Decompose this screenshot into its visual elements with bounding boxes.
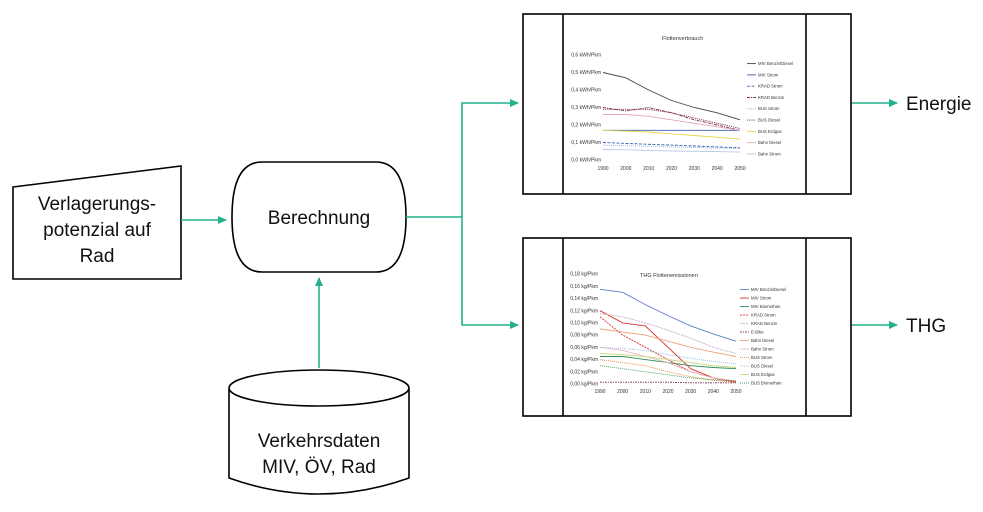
thg-legend-label-bahn-strom: Bahn Strom [751, 347, 774, 352]
thg-panel-frame [522, 237, 852, 417]
thg-series-bus-biomethan [599, 365, 737, 382]
energy-legend-label-bus-diesel: BUS Diesel [758, 118, 780, 123]
process-shape [231, 161, 407, 273]
energy-y-tick-0: 0,0 kWh/Pkm [571, 158, 601, 164]
thg-y-tick-6: 0,12 kg/Pkm [570, 308, 598, 314]
thg-chart-panel: THG Flottenemissionen 0,00 kg/Pkm 0,02 kg/… [522, 237, 852, 417]
thg-legend-label-bus-biomethan: BUS Biomethan [751, 381, 782, 386]
thg-legend-label-krad-strom: KRAD Strom [751, 313, 776, 318]
energy-series-bahn-diesel [603, 114, 741, 131]
energy-y-tick-2: 0,2 kWh/Pkm [571, 123, 601, 129]
thg-y-tick-3: 0,06 kg/Pkm [570, 345, 598, 351]
energy-legend-label-miv-benzin-diesel: MIV Benzin/Diesel [758, 61, 793, 66]
energy-y-tick-5: 0,5 kWh/Pkm [571, 70, 601, 76]
energy-legend-label-bahn-strom: Bahn Strom [758, 151, 781, 156]
thg-y-tick-7: 0,14 kg/Pkm [570, 296, 598, 302]
energy-chart-title: Flottenverbrauch [662, 36, 703, 42]
energy-x-tick-1: 2000 [620, 166, 631, 172]
energy-x-tick-4: 2030 [689, 166, 700, 172]
thg-y-tick-9: 0,18 kg/Pkm [570, 272, 598, 278]
arrow-to-thg-chart [461, 217, 519, 329]
thg-x-tick-0: 1990 [594, 389, 605, 395]
thg-legend-label-bus-strom: BUS Strom [751, 355, 773, 360]
input-shape [12, 165, 182, 280]
process-node: Berechnung [231, 161, 407, 273]
energy-y-tick-4: 0,4 kWh/Pkm [571, 88, 601, 94]
thg-chart-title: THG Flottenemissionen [640, 273, 698, 279]
thg-x-tick-1: 2000 [617, 389, 628, 395]
thg-legend-label-bus-diesel: BUS Diesel [751, 364, 773, 369]
energy-series-krad-strom [602, 142, 741, 149]
energy-x-tick-5: 2040 [712, 166, 723, 172]
energy-y-tick-6: 0,6 kWh/Pkm [571, 53, 601, 59]
thg-legend-label-miv-biomethan: MIV Biomethan [751, 304, 781, 309]
energy-series-krad-benzin [602, 107, 741, 131]
thg-legend-label-miv-strom: MIV Strom [751, 296, 772, 301]
thg-legend-label-miv-benzin-diesel: MIV Benzin/Diesel [751, 287, 786, 292]
input-label-line-1: Verlagerungs- [38, 194, 156, 215]
input-label-line-2: potenzial auf [43, 220, 151, 241]
thg-y-tick-0: 0,00 kg/Pkm [570, 382, 598, 388]
energy-legend-label-krad-strom: KRAD Strom [758, 84, 783, 89]
energy-series-bus-diesel [603, 108, 741, 129]
output-thg-label: THG [906, 316, 946, 337]
thg-legend-label-bus-erdgas: BUS Erdgas [751, 372, 775, 377]
thg-legend-label-bahn-diesel: Bahn Diesel [751, 338, 774, 343]
energy-chart-panel: Flottenverbrauch 0,0 kWh/Pkm 0,1 kWh/Pkm 0,… [522, 13, 852, 195]
energy-chart: Flottenverbrauch 0,0 kWh/Pkm 0,1 kWh/Pkm 0,… [571, 36, 793, 172]
energy-x-tick-6: 2050 [734, 166, 745, 172]
input-label-line-3: Rad [80, 246, 115, 267]
thg-series-bus-diesel [599, 346, 737, 365]
thg-legend-label-e-bike: E-Bike [751, 330, 764, 335]
database-label-line-2: MIV, ÖV, Rad [262, 457, 376, 478]
thg-y-tick-4: 0,08 kg/Pkm [570, 333, 598, 339]
thg-series-miv-benzin-diesel [599, 288, 737, 342]
energy-series-miv-benzin-diesel [602, 72, 741, 121]
energy-x-tick-2: 2010 [643, 166, 654, 172]
thg-y-tick-5: 0,10 kg/Pkm [570, 320, 598, 326]
thg-x-tick-5: 2040 [708, 389, 719, 395]
thg-x-tick-4: 2030 [685, 389, 696, 395]
energy-y-tick-1: 0,1 kWh/Pkm [571, 140, 601, 146]
arrow-to-energy-chart [461, 99, 519, 217]
thg-x-tick-6: 2050 [730, 389, 741, 395]
thg-series-bus-erdgas [599, 352, 737, 368]
energy-legend-label-bus-strom: BUS Strom [758, 106, 780, 111]
connectors [181, 99, 898, 368]
energy-x-tick-0: 1990 [597, 166, 608, 172]
thg-y-tick-8: 0,16 kg/Pkm [570, 284, 598, 290]
energy-series-bus-erdgas [602, 129, 741, 140]
energy-series-bus-strom [602, 144, 741, 150]
thg-x-tick-3: 2020 [662, 389, 673, 395]
thg-series-krad-benzin [599, 313, 737, 354]
thg-y-tick-1: 0,02 kg/Pkm [570, 369, 598, 375]
output-energy-label: Energie [906, 94, 972, 115]
thg-legend-label-krad-benzin: KRAD Benzin [751, 321, 778, 326]
thg-series-bahn-diesel [599, 328, 737, 357]
thg-series-e-bike [600, 381, 736, 384]
database-top [228, 369, 410, 407]
energy-panel-frame [522, 13, 852, 195]
energy-legend-label-miv-strom: MIV Strom [758, 72, 779, 77]
thg-x-tick-2: 2010 [640, 389, 651, 395]
energy-legend-label-bahn-diesel: Bahn Diesel [758, 140, 781, 145]
database-body [228, 388, 410, 495]
database-label-line-1: Verkehrsdaten [258, 431, 381, 452]
thg-chart: THG Flottenemissionen 0,00 kg/Pkm 0,02 kg/… [570, 272, 786, 395]
database-node: Verkehrsdaten MIV, ÖV, Rad [228, 369, 410, 495]
energy-y-tick-3: 0,3 kWh/Pkm [571, 105, 601, 111]
energy-legend-label-bus-erdgas: BUS Erdgas [758, 129, 782, 134]
input-node: Verlagerungs- potenzial auf Rad [12, 165, 182, 280]
process-label: Berechnung [268, 208, 370, 229]
energy-x-tick-3: 2020 [666, 166, 677, 172]
thg-y-tick-2: 0,04 kg/Pkm [570, 357, 598, 363]
thg-series-bus-strom [599, 359, 737, 383]
energy-legend-label-krad-benzin: KRAD Benzin [758, 95, 785, 100]
energy-series-bahn-strom [602, 149, 741, 153]
thg-series-bahn-strom [599, 346, 737, 382]
